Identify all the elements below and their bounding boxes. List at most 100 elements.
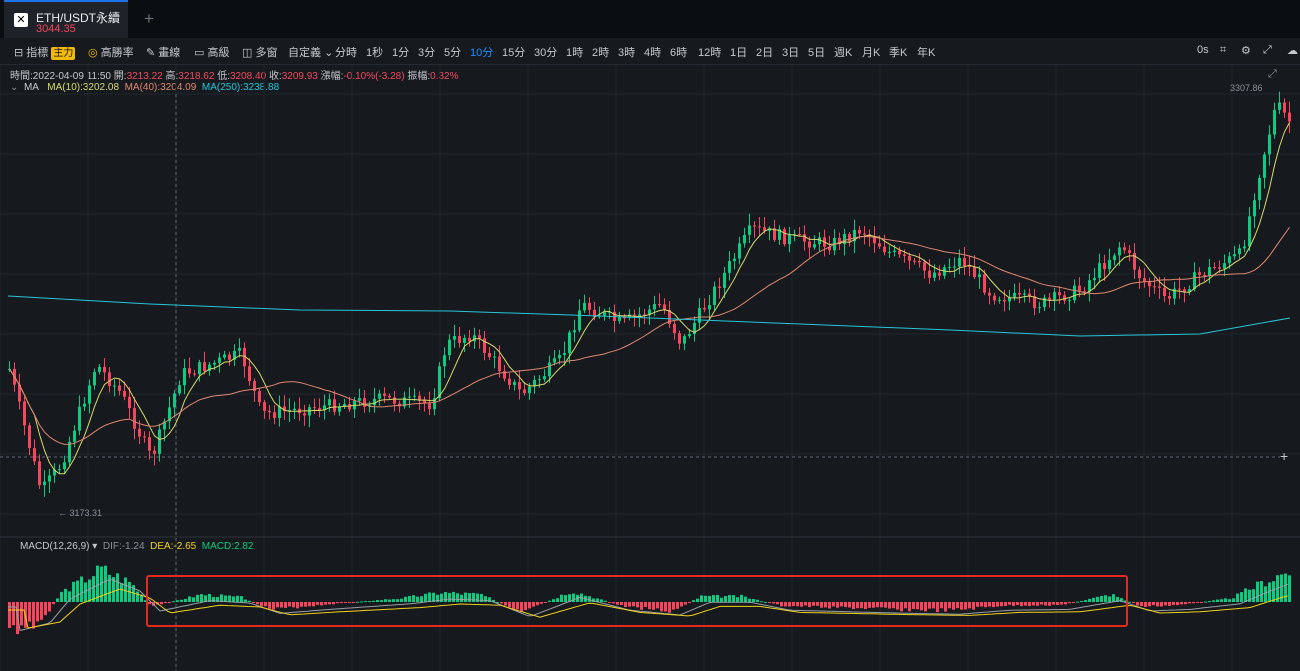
macd-histogram-bar [816, 602, 819, 606]
candle-body [18, 384, 21, 402]
candle-body [988, 292, 991, 296]
macd-histogram-bar [492, 599, 495, 602]
candle-body [1073, 285, 1076, 301]
interval-12時[interactable]: 12時 [698, 47, 722, 59]
interval-4時[interactable]: 4時 [644, 47, 662, 59]
macd-histogram-bar [932, 602, 935, 609]
interval-5分[interactable]: 5分 [444, 47, 462, 59]
candle-body [73, 430, 76, 442]
macd-histogram-bar [272, 602, 275, 610]
interval-1時[interactable]: 1時 [566, 47, 584, 59]
candle-body [108, 372, 111, 386]
draw-button[interactable]: ✎ 畫線 [146, 47, 181, 59]
expand-icon[interactable]: ⤢ [1268, 68, 1277, 80]
interval-5日[interactable]: 5日 [808, 47, 826, 59]
candle-body [1288, 112, 1291, 122]
ma250-value: MA(250):3238.88 [201, 82, 280, 93]
macd-histogram-bar [1044, 602, 1047, 606]
macd-histogram-bar [1228, 599, 1231, 602]
macd-histogram-bar [1100, 595, 1103, 602]
candle-body [393, 397, 396, 404]
interval-15分[interactable]: 15分 [502, 47, 526, 59]
interval-2時[interactable]: 2時 [592, 47, 610, 59]
collapse-chevron-icon[interactable]: ⌄ [10, 82, 19, 93]
candle-body [1008, 297, 1011, 302]
candle-body [793, 234, 796, 236]
candle-body [48, 475, 51, 482]
candle-body [948, 266, 951, 268]
tab-bar: ✕ ETH/USDT永續 3044.35 + [0, 0, 1300, 38]
custom-dropdown[interactable]: 自定義 ⌄ [288, 47, 334, 59]
crop-icon[interactable]: ⌗ [1220, 44, 1227, 56]
macd-legend: MACD(12,26,9) ▾ DIF:-1.24 DEA:-2.65 MACD… [20, 541, 253, 552]
cloud-icon[interactable]: ☁ [1287, 45, 1298, 57]
macd-histogram-bar [308, 602, 311, 607]
candle-body [1058, 292, 1061, 296]
interval-3分[interactable]: 3分 [418, 47, 436, 59]
indicator-button[interactable]: ⊟ 指標 主力 [14, 47, 76, 60]
candle-body [908, 255, 911, 261]
interval-30分[interactable]: 30分 [534, 47, 558, 59]
interval-3日[interactable]: 3日 [782, 47, 800, 59]
candle-body [673, 323, 676, 334]
macd-histogram-bar [728, 595, 731, 602]
candle-body [878, 243, 881, 247]
tab-eth-usdt[interactable]: ✕ ETH/USDT永續 3044.35 [4, 0, 128, 38]
macd-histogram-bar [848, 602, 851, 608]
macd-histogram-bar [304, 602, 307, 607]
candle-body [583, 302, 586, 311]
win-rate-button[interactable]: ◎ 高勝率 [88, 47, 134, 59]
macd-histogram-bar [1256, 581, 1259, 602]
crosshair-plus-icon[interactable]: + [1280, 448, 1289, 464]
price-chart[interactable] [0, 64, 1300, 671]
candle-body [638, 314, 641, 317]
macd-histogram-bar [1140, 602, 1143, 607]
macd-histogram-bar [684, 602, 687, 605]
interval-6時[interactable]: 6時 [670, 47, 688, 59]
interval-季K[interactable]: 季K [889, 47, 908, 59]
macd-histogram-bar [652, 602, 655, 610]
gear-icon[interactable]: ⚙ [1241, 45, 1251, 57]
macd-histogram-bar [340, 602, 343, 604]
advanced-button[interactable]: ▭ 高級 [194, 47, 230, 59]
macd-histogram-bar [180, 599, 183, 602]
interval-月K[interactable]: 月K [862, 47, 881, 59]
interval-10分[interactable]: 10分 [470, 47, 494, 59]
macd-histogram-bar [240, 596, 243, 602]
macd-histogram-bar [832, 602, 835, 607]
macd-histogram-bar [1104, 595, 1107, 602]
multi-window-button[interactable]: ◫ 多窗 [242, 47, 278, 59]
interval-週K[interactable]: 週K [834, 47, 853, 59]
macd-histogram-bar [928, 602, 931, 609]
interval-年K[interactable]: 年K [917, 47, 936, 59]
interval-1秒[interactable]: 1秒 [366, 47, 384, 59]
candle-body [783, 229, 786, 245]
interval-1日[interactable]: 1日 [730, 47, 748, 59]
macd-histogram-bar [692, 600, 695, 602]
macd-histogram-bar [1164, 602, 1167, 606]
macd-histogram-bar [852, 602, 855, 610]
macd-histogram-bar [464, 592, 467, 602]
macd-histogram-bar [572, 593, 575, 602]
candle-body [148, 437, 151, 451]
interval-1分[interactable]: 1分 [392, 47, 410, 59]
macd-histogram-bar [604, 600, 607, 602]
macd-histogram-bar [828, 602, 831, 609]
plus-icon[interactable]: + [144, 9, 154, 28]
macd-histogram-bar [740, 594, 743, 602]
fullscreen-icon[interactable]: ⤢ [1263, 44, 1272, 56]
interval-分時[interactable]: 分時 [335, 47, 357, 59]
interval-2日[interactable]: 2日 [756, 47, 774, 59]
candle-body [188, 368, 191, 374]
interval-3時[interactable]: 3時 [618, 47, 636, 59]
macd-histogram-bar [748, 598, 751, 602]
candle-body [1143, 278, 1146, 282]
candle-body [1168, 296, 1171, 299]
macd-highlight-box [146, 575, 1128, 627]
macd-histogram-bar [856, 602, 859, 609]
caret-down-icon[interactable]: ▾ [92, 541, 98, 552]
macd-histogram-bar [348, 602, 351, 603]
macd-histogram-bar [544, 602, 547, 603]
candle-body [723, 272, 726, 288]
candle-body [763, 227, 766, 231]
